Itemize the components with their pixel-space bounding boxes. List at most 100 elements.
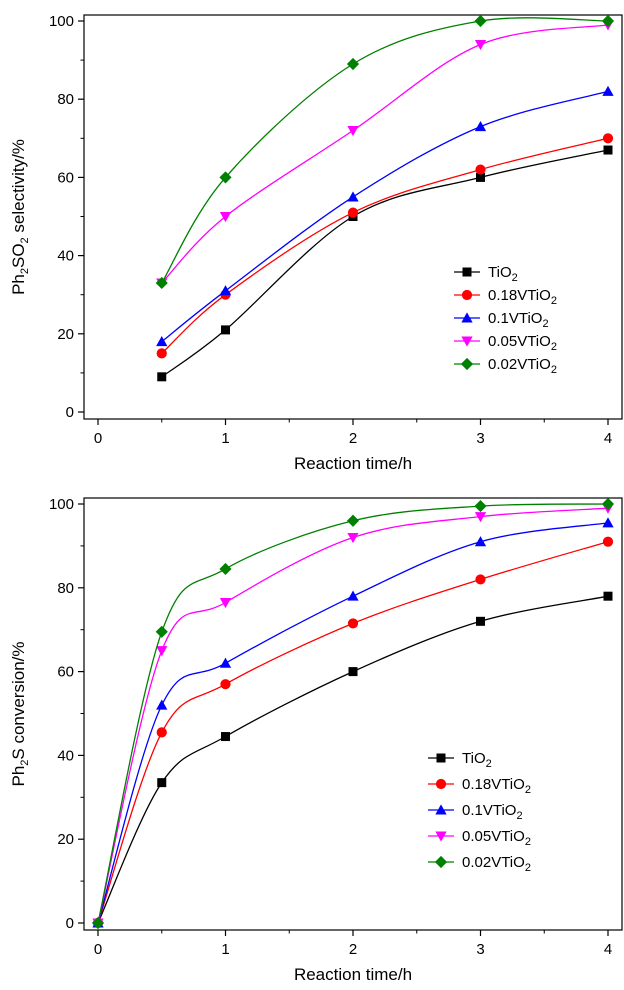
x-tick-label: 1: [221, 430, 229, 447]
subscript: 2: [486, 758, 492, 770]
legend-item: 0.05VTiO2: [454, 333, 557, 353]
y-tick-label: 100: [49, 496, 74, 513]
subscript: 2: [516, 810, 522, 822]
y-tick-label: 80: [57, 91, 74, 108]
legend-marker: [461, 289, 473, 301]
data-point: [219, 657, 232, 668]
data-point: [475, 164, 486, 175]
data-point: [476, 172, 485, 182]
series-line: [161, 17, 609, 284]
data-point: [603, 591, 613, 601]
legend-item: 0.18VTiO2: [454, 287, 557, 307]
x-tick-label: 2: [349, 430, 357, 447]
text-part: TiO: [488, 264, 512, 281]
data-point: [474, 512, 487, 523]
series-line: [97, 541, 609, 924]
data-point: [347, 207, 359, 218]
y-tick-label: 0: [66, 404, 74, 421]
subscript: 2: [512, 272, 518, 284]
legend-label: 0.1VTiO2: [488, 310, 549, 330]
data-point: [156, 646, 168, 657]
data-point: [156, 727, 167, 738]
y-tick-label: 100: [49, 13, 74, 30]
data-point: [601, 497, 615, 511]
text-part: 0.05VTiO: [488, 333, 551, 350]
x-tick-label: 0: [94, 430, 102, 447]
text-part: 0.1VTiO: [462, 802, 516, 819]
data-point: [474, 500, 487, 513]
subscript: 2: [525, 784, 531, 796]
legend-item: 0.05VTiO2: [428, 828, 531, 848]
legend-label: TiO2: [488, 264, 518, 284]
data-point: [346, 57, 360, 71]
text-part: 0.02VTiO: [462, 854, 525, 871]
data-point: [476, 616, 485, 626]
data-point: [156, 699, 168, 710]
legend-label: 0.18VTiO2: [462, 776, 531, 796]
legend-item: 0.1VTiO2: [428, 802, 523, 822]
subscript: 2: [19, 760, 31, 766]
legend-marker: [435, 778, 447, 790]
text-part: 0.1VTiO: [488, 310, 542, 327]
series-group: [155, 14, 615, 382]
data-point: [601, 14, 615, 28]
legend-item: 0.1VTiO2: [454, 310, 549, 330]
legend-item: 0.02VTiO2: [454, 356, 557, 376]
data-point: [602, 133, 614, 144]
data-point: [347, 618, 359, 629]
subscript: 2: [525, 862, 531, 874]
subscript: 2: [551, 295, 557, 307]
text-part: Ph: [9, 274, 28, 295]
legend-label: 0.18VTiO2: [488, 287, 557, 307]
legend-marker: [460, 357, 474, 371]
data-point: [156, 335, 168, 347]
y-axis: 0 20 40 60 80 100 Ph2S conversion/%: [9, 496, 84, 932]
legend-label: 0.05VTiO2: [488, 333, 557, 353]
legend-item: TiO2: [428, 750, 492, 770]
x-axis-label: Reaction time/h: [294, 965, 412, 984]
subscript: 2: [542, 318, 548, 330]
series-line: [161, 90, 609, 343]
data-point: [603, 145, 613, 155]
plot-frame: [83, 497, 623, 931]
data-point: [602, 517, 614, 528]
y-tick-label: 60: [57, 664, 74, 681]
data-point: [347, 533, 359, 544]
legend-item: 0.02VTiO2: [428, 854, 531, 874]
data-point: [348, 667, 358, 677]
data-point: [219, 597, 232, 609]
legend-marker: [434, 855, 448, 869]
legend-marker: [435, 804, 447, 815]
x-axis-label: Reaction time/h: [294, 454, 412, 473]
legend-marker: [436, 753, 446, 763]
y-tick-label: 80: [57, 580, 74, 597]
text-part: 0.18VTiO: [462, 776, 525, 793]
data-point: [602, 85, 614, 96]
subscript: 2: [19, 268, 31, 274]
data-point: [221, 732, 230, 742]
legend-marker: [435, 831, 447, 842]
data-point: [157, 778, 167, 788]
x-tick-label: 1: [221, 941, 229, 958]
data-point: [155, 625, 168, 638]
legend-label: 0.05VTiO2: [462, 828, 531, 848]
data-point: [474, 14, 487, 28]
data-point: [475, 574, 486, 585]
legend-label: 0.02VTiO2: [462, 854, 531, 874]
subscript: 2: [19, 237, 31, 243]
y-tick-label: 20: [57, 831, 74, 848]
text-part: selectivity/%: [9, 139, 28, 237]
x-axis: 0 1 2 3 4 Reaction time/h: [94, 419, 612, 473]
legend-marker: [461, 336, 473, 347]
y-tick-label: 40: [57, 248, 74, 265]
data-point: [157, 372, 167, 382]
text-part: TiO: [462, 750, 486, 767]
x-tick-label: 3: [476, 941, 484, 958]
data-point: [219, 562, 232, 576]
data-point: [347, 125, 359, 137]
